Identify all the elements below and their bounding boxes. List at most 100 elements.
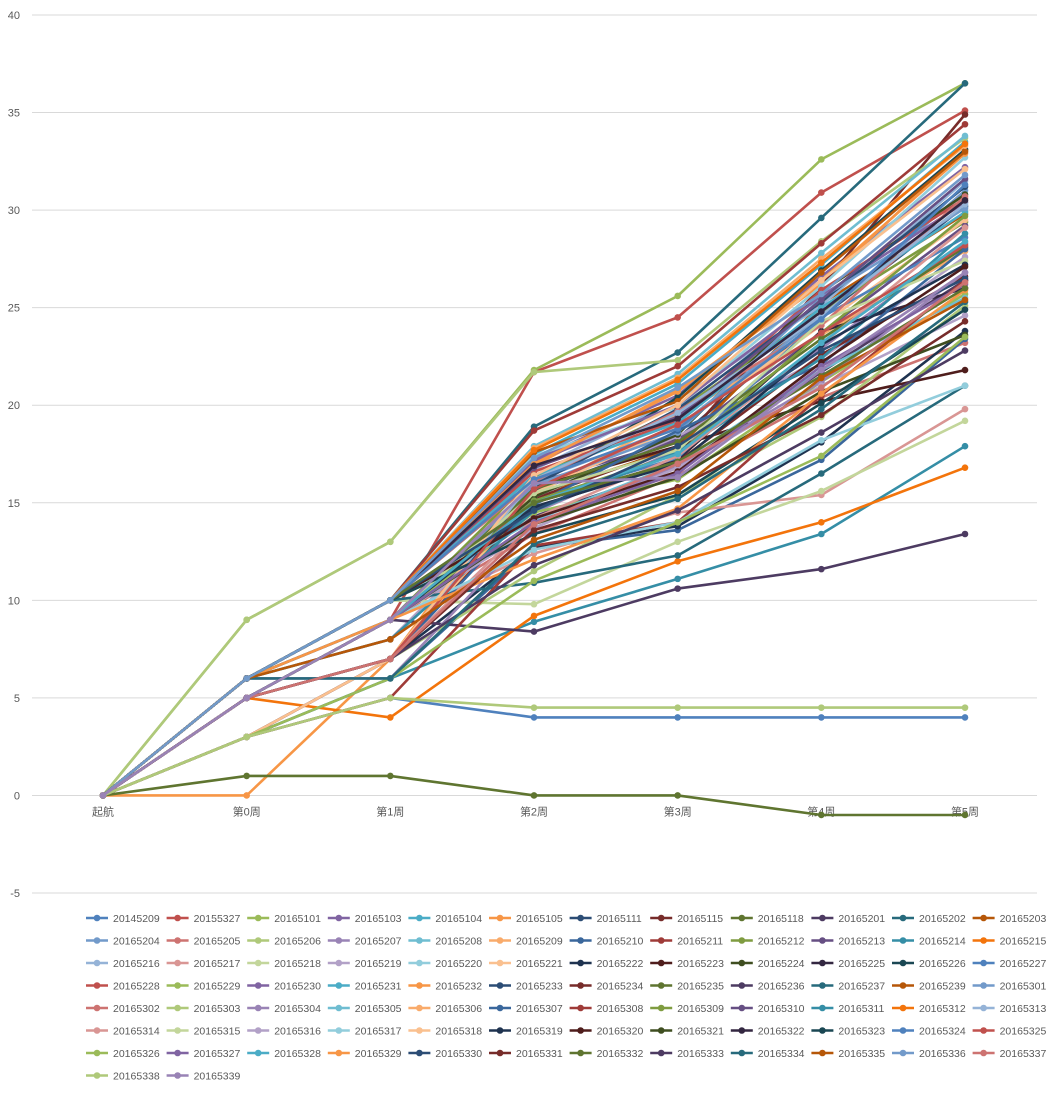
legend-item: 20165203 (972, 913, 1047, 925)
legend-swatch-marker (577, 1027, 584, 1034)
data-point (818, 269, 825, 276)
legend-label: 20165111 (597, 913, 642, 925)
legend-swatch-marker (819, 1004, 826, 1012)
legend-swatch-marker (819, 937, 826, 944)
legend-label: 20165309 (677, 1003, 724, 1015)
legend-swatch-marker (496, 1049, 504, 1057)
data-point (674, 507, 681, 514)
legend-item: 20165301 (972, 981, 1046, 993)
data-point (961, 442, 969, 450)
legend-swatch-marker (174, 1027, 181, 1034)
data-point (961, 530, 969, 538)
legend-item: 20165226 (892, 958, 966, 970)
data-point (674, 314, 681, 321)
legend-item: 20165335 (811, 1048, 885, 1060)
data-point (818, 156, 825, 163)
data-point (961, 132, 969, 140)
data-point (387, 714, 394, 721)
data-point (961, 312, 969, 319)
legend-item: 20165315 (166, 1026, 240, 1038)
legend-swatch-marker (819, 1049, 826, 1057)
data-point (961, 79, 969, 87)
legend-label: 20165322 (758, 1026, 805, 1038)
data-point (674, 558, 681, 565)
legend-item: 20165303 (166, 1003, 240, 1015)
data-point (961, 318, 969, 325)
legend-item: 20165206 (247, 936, 321, 948)
y-tick-label: 10 (8, 595, 20, 607)
legend-item: 20165314 (86, 1026, 160, 1038)
legend-item: 20165215 (972, 936, 1046, 948)
legend-swatch-marker (93, 1004, 101, 1012)
legend-item: 20165210 (569, 936, 643, 948)
data-point (818, 384, 825, 391)
legend-item: 20165318 (408, 1026, 482, 1038)
data-point (674, 714, 681, 721)
legend-label: 20165319 (516, 1026, 563, 1038)
legend-item: 20165216 (86, 958, 160, 970)
legend-item: 20165327 (166, 1048, 240, 1060)
data-point (961, 181, 969, 189)
data-point (818, 704, 825, 711)
legend-item: 20165230 (247, 981, 321, 993)
data-point (674, 415, 681, 423)
legend-swatch-marker (93, 937, 101, 944)
legend-swatch-marker (657, 914, 665, 922)
legend-label: 20165203 (1000, 913, 1047, 925)
data-point (530, 479, 538, 487)
series-20165339 (99, 269, 969, 799)
legend-item: 20165224 (730, 958, 805, 970)
data-point (961, 120, 969, 128)
legend-swatch-marker (335, 1027, 343, 1034)
legend-label: 20165104 (435, 913, 482, 925)
legend-swatch-marker (657, 982, 665, 989)
legend-label: 20165318 (435, 1026, 482, 1038)
data-point (961, 224, 969, 231)
legend-label: 20165237 (838, 981, 885, 993)
legend-label: 20165314 (113, 1026, 160, 1038)
legend-swatch-marker (980, 914, 987, 922)
legend-item: 20165321 (650, 1026, 724, 1038)
legend-item: 20165223 (650, 958, 724, 970)
legend-item: 20165103 (327, 913, 402, 925)
data-point (674, 704, 681, 711)
legend-label: 20165236 (758, 981, 805, 993)
data-point (530, 462, 538, 470)
legend-label: 20165214 (919, 936, 966, 948)
data-point (674, 518, 681, 526)
legend-item: 20165236 (730, 981, 805, 993)
series-20165336 (99, 171, 969, 799)
legend-swatch-marker (496, 1027, 504, 1034)
x-tick-label: 第3周 (664, 804, 692, 818)
data-point (818, 530, 825, 538)
data-point (387, 538, 394, 546)
legend-swatch-marker (174, 1004, 181, 1012)
legend-swatch-marker (496, 914, 504, 922)
legend-swatch-marker (980, 1004, 987, 1012)
legend-item: 20165320 (569, 1026, 643, 1038)
legend-swatch-marker (93, 914, 101, 922)
legend-item: 20165234 (569, 981, 643, 993)
legend-swatch-marker (416, 982, 423, 989)
legend-swatch-marker (416, 914, 423, 922)
y-tick-label: 25 (8, 303, 20, 315)
legend-item: 20165313 (972, 1003, 1046, 1015)
data-point (961, 464, 969, 471)
series-20165118 (99, 772, 969, 819)
legend-item: 20165105 (489, 913, 563, 925)
legend-swatch-marker (980, 982, 987, 989)
legend-label: 20165226 (919, 958, 966, 970)
legend-label: 20165233 (516, 981, 563, 993)
data-point (961, 111, 969, 118)
legend-swatch-marker (335, 982, 343, 989)
legend-label: 20165330 (435, 1048, 482, 1060)
legend-swatch-marker (899, 914, 907, 922)
legend-item: 20165312 (892, 1003, 966, 1015)
data-point (961, 269, 969, 276)
legend-label: 20165207 (355, 936, 402, 948)
data-point (243, 616, 250, 624)
legend-swatch-marker (416, 1004, 423, 1012)
data-point (674, 487, 681, 495)
data-point (818, 316, 825, 323)
data-point (818, 277, 825, 284)
